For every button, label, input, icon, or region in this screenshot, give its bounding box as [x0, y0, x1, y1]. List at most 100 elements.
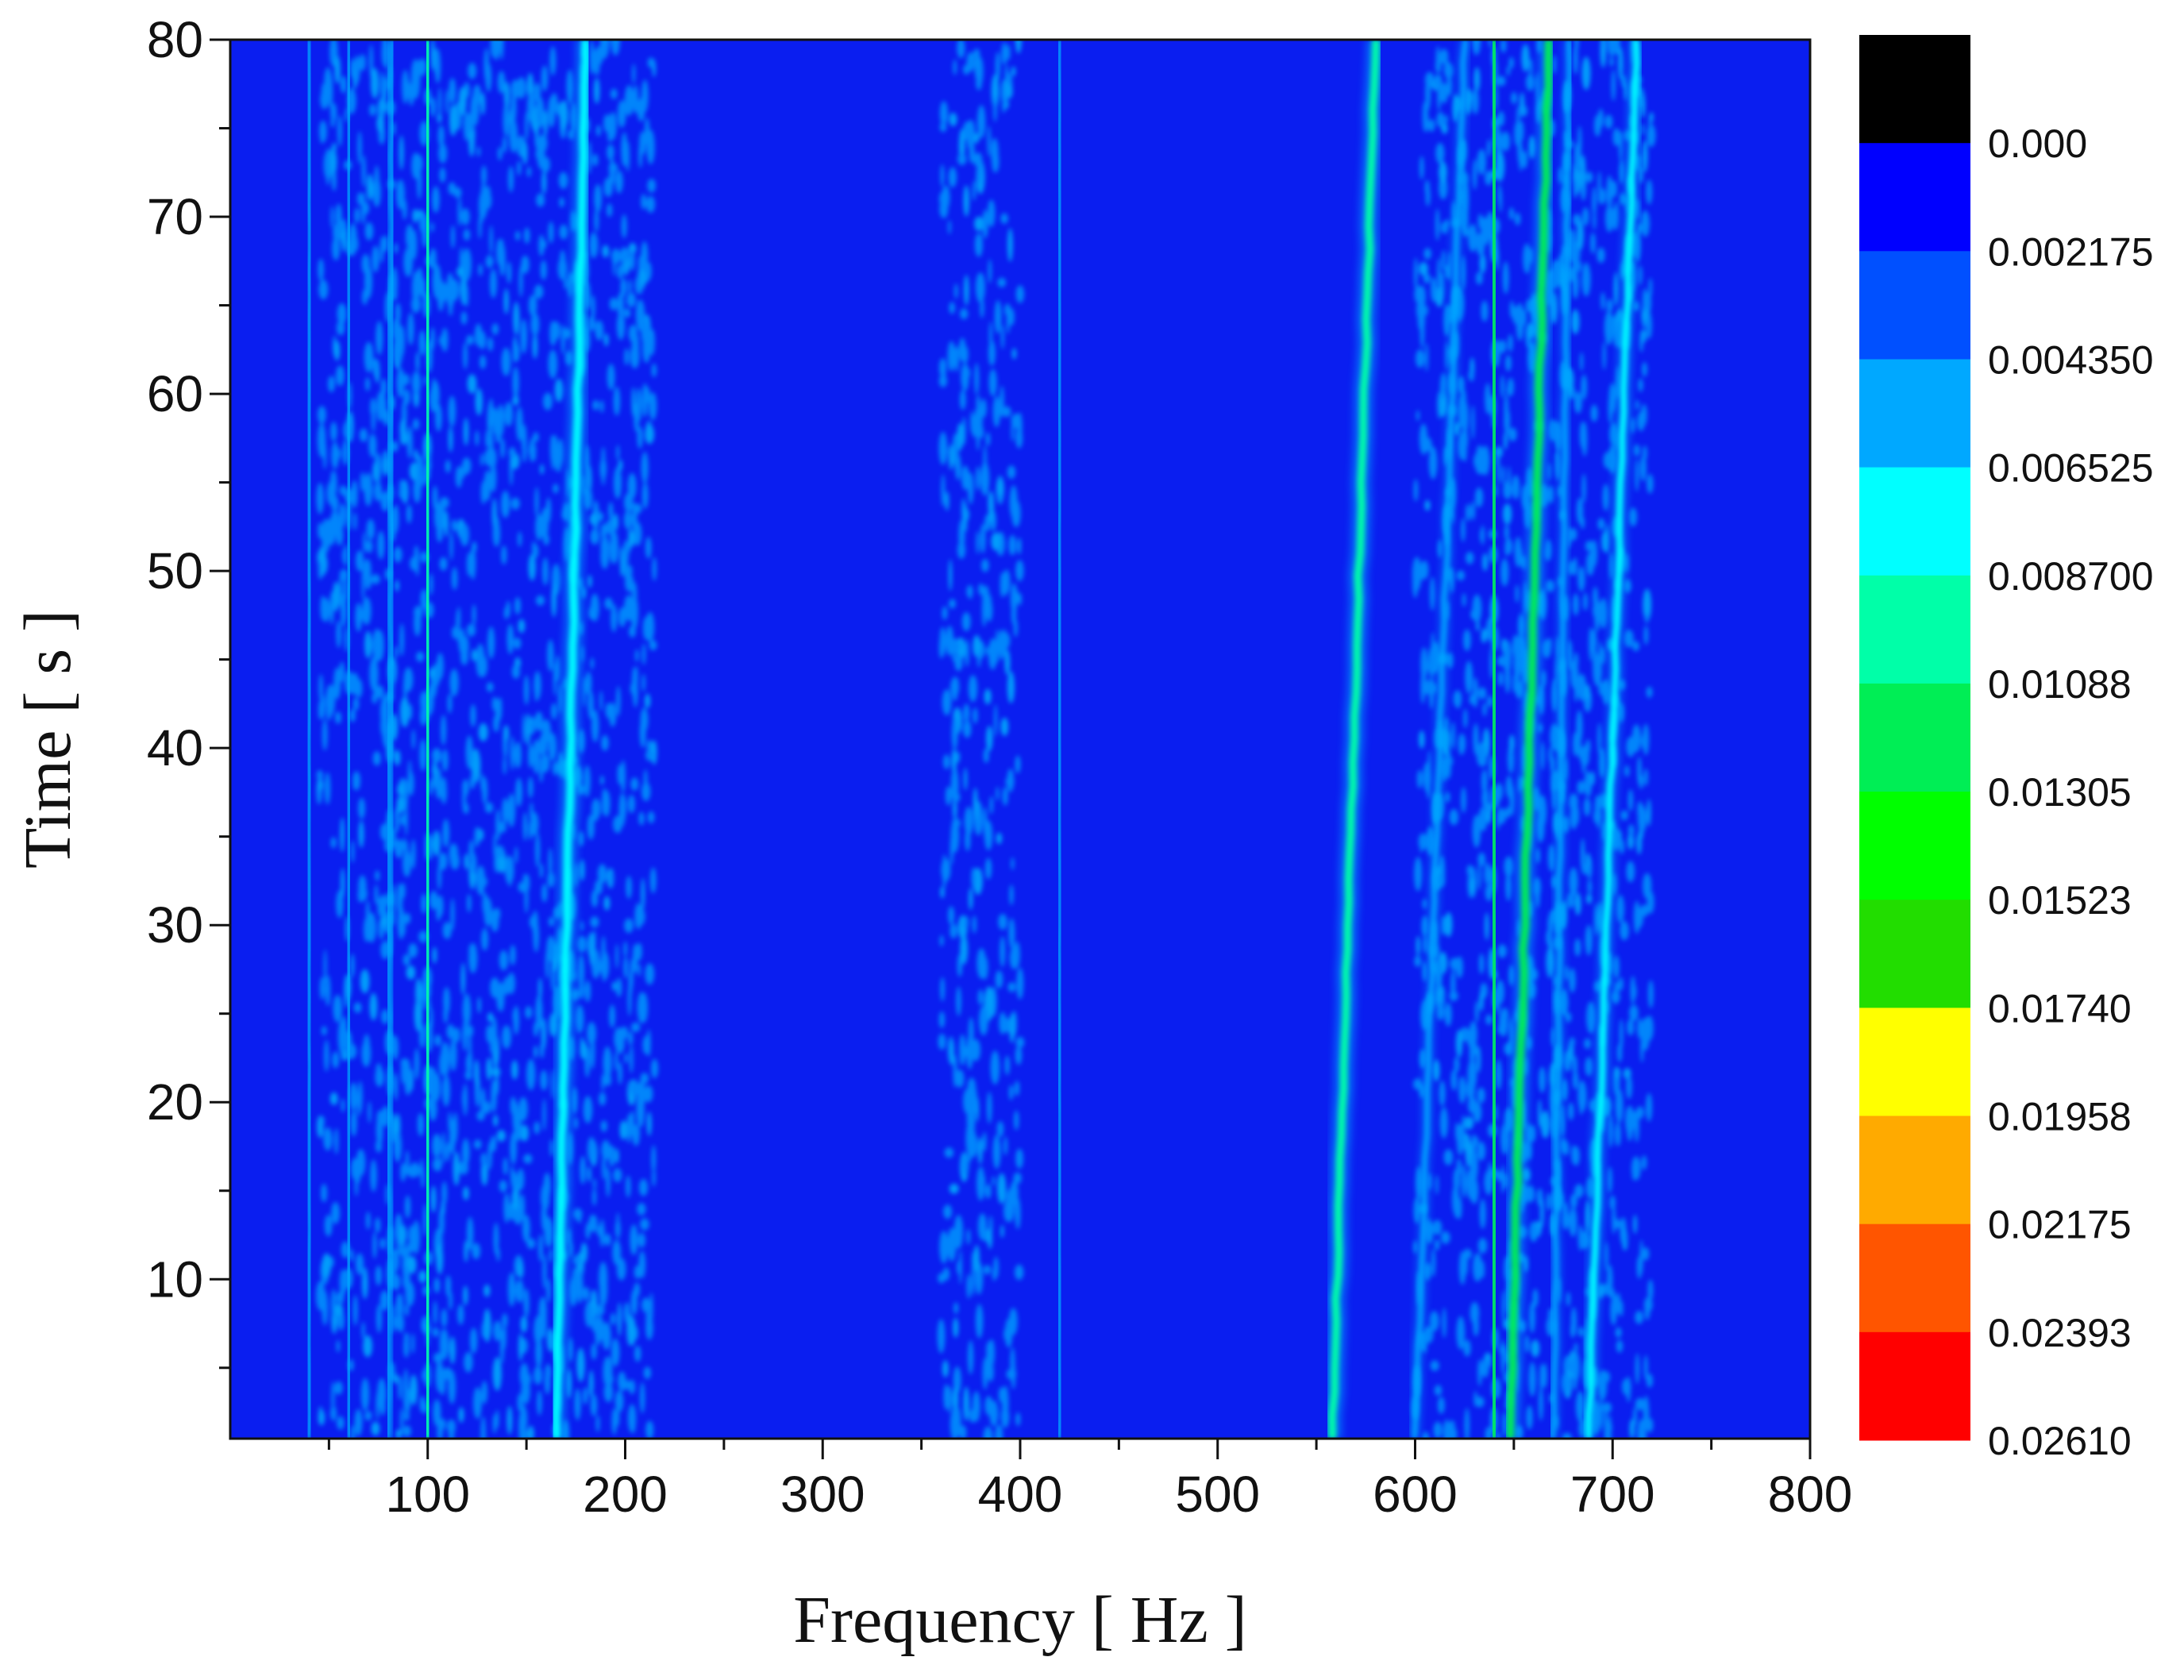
noise-speckle [1456, 570, 1466, 581]
noise-speckle [318, 406, 326, 424]
noise-speckle [503, 756, 507, 775]
noise-speckle [478, 331, 487, 350]
noise-speckle [463, 1186, 469, 1200]
y-axis-title: Time [ s ] [11, 610, 85, 869]
noise-speckle [339, 661, 345, 683]
noise-speckle [1439, 48, 1449, 64]
noise-speckle [990, 1050, 1000, 1085]
noise-speckle [1613, 272, 1619, 306]
noise-speckle [1624, 765, 1630, 777]
noise-speckle [630, 1224, 638, 1255]
noise-speckle [1561, 1078, 1568, 1101]
noise-speckle [1580, 745, 1589, 767]
noise-speckle [969, 1408, 976, 1423]
noise-speckle [646, 739, 653, 753]
noise-speckle [1643, 625, 1649, 645]
noise-speckle [982, 209, 988, 239]
noise-speckle [535, 995, 543, 1030]
noise-speckle [542, 557, 549, 586]
noise-speckle [480, 1152, 487, 1167]
noise-speckle [535, 833, 541, 868]
noise-speckle [512, 395, 519, 406]
noise-speckle [638, 811, 645, 826]
noise-speckle [364, 917, 370, 942]
noise-speckle [645, 1420, 654, 1439]
noise-speckle [447, 693, 453, 714]
noise-speckle [507, 793, 516, 827]
colorbar-label: 0.02175 [1988, 1203, 2132, 1247]
noise-speckle [938, 358, 947, 378]
noise-speckle [988, 340, 996, 366]
noise-speckle [481, 1381, 488, 1404]
noise-speckle [532, 544, 539, 559]
noise-speckle [1473, 1102, 1482, 1123]
noise-speckle [518, 1096, 528, 1122]
noise-speckle [329, 1092, 338, 1105]
noise-speckle [940, 886, 945, 899]
noise-speckle [1424, 343, 1429, 372]
noise-speckle [369, 657, 379, 692]
noise-speckle [330, 1405, 337, 1421]
noise-speckle [1585, 924, 1593, 956]
noise-speckle [1526, 1141, 1532, 1161]
noise-speckle [1627, 1019, 1635, 1036]
noise-speckle [645, 537, 652, 559]
noise-speckle [609, 535, 619, 564]
noise-speckle [1632, 984, 1637, 999]
noise-speckle [536, 193, 545, 207]
noise-speckle [1473, 67, 1481, 92]
noise-speckle [510, 1096, 516, 1116]
noise-speckle [640, 992, 649, 1023]
noise-speckle [545, 497, 552, 523]
noise-speckle [410, 1069, 414, 1092]
noise-speckle [948, 220, 951, 234]
noise-speckle [1440, 83, 1448, 104]
colorbar-label: 0.002175 [1988, 229, 2154, 274]
noise-speckle [324, 1039, 329, 1072]
noise-speckle [600, 775, 604, 785]
noise-speckle [473, 109, 477, 125]
noise-speckle [1598, 681, 1608, 697]
noise-speckle [943, 1204, 953, 1220]
noise-speckle [632, 582, 637, 609]
noise-speckle [641, 782, 651, 801]
noise-speckle [639, 131, 646, 156]
noise-speckle [515, 1117, 522, 1139]
noise-speckle [1424, 499, 1431, 511]
noise-speckle [641, 1297, 650, 1313]
noise-speckle [1600, 40, 1607, 68]
noise-speckle [534, 487, 539, 517]
noise-speckle [642, 318, 649, 333]
noise-speckle [594, 880, 603, 895]
noise-speckle [1570, 1307, 1577, 1336]
noise-speckle [330, 837, 337, 849]
noise-speckle [1473, 1253, 1483, 1282]
noise-speckle [340, 818, 345, 852]
noise-speckle [468, 63, 477, 79]
noise-speckle [501, 545, 507, 565]
noise-speckle [555, 452, 562, 472]
noise-speckle [620, 546, 623, 577]
noise-speckle [1644, 613, 1649, 624]
noise-speckle [580, 1040, 587, 1060]
noise-speckle [587, 691, 594, 719]
noise-speckle [490, 1135, 497, 1152]
noise-speckle [1011, 1359, 1016, 1389]
noise-speckle [1475, 487, 1484, 507]
noise-speckle [324, 1214, 333, 1237]
noise-speckle [514, 230, 521, 241]
noise-speckle [599, 1262, 608, 1296]
noise-speckle [331, 495, 339, 512]
noise-speckle [1440, 1231, 1450, 1244]
noise-speckle [403, 667, 414, 692]
noise-speckle [604, 597, 613, 610]
noise-speckle [1629, 1419, 1635, 1439]
noise-speckle [460, 646, 468, 665]
noise-speckle [1465, 661, 1473, 694]
noise-speckle [473, 1139, 482, 1150]
noise-speckle [441, 1181, 448, 1206]
colorbar-label: 0.000 [1988, 121, 2087, 166]
noise-speckle [599, 40, 610, 59]
noise-speckle [640, 267, 646, 289]
noise-speckle [623, 956, 629, 979]
